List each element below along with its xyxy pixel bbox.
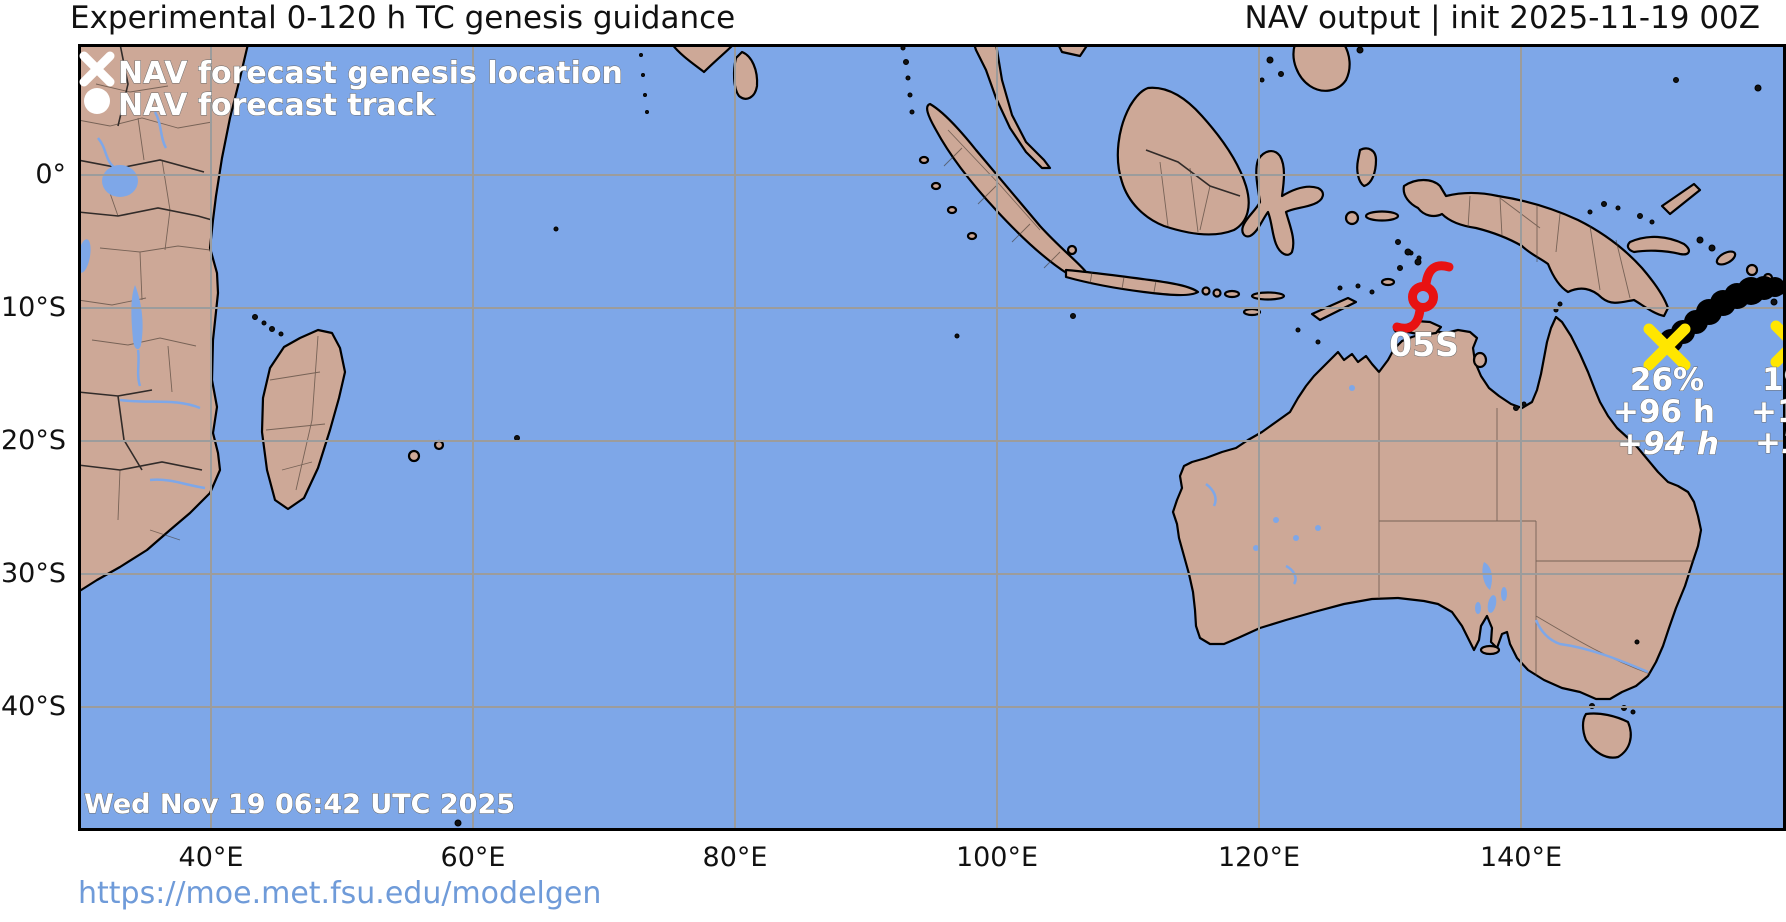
indian-ocean-islands <box>252 53 1076 827</box>
sulawesi-land <box>1241 150 1324 256</box>
borneo-land <box>1116 86 1250 236</box>
lat-tick-40s: 40°S <box>1 691 66 722</box>
storm-id-label: 05S <box>1389 325 1459 364</box>
mindanao-land <box>1292 44 1351 92</box>
lake-eyre <box>1482 562 1492 590</box>
lat-tick-20s: 20°S <box>1 425 66 456</box>
lat-tick-0: 0° <box>35 159 66 190</box>
legend-genesis-label: NAV forecast genesis location <box>118 56 623 91</box>
reunion-island <box>407 449 421 463</box>
australia-land <box>1171 315 1703 701</box>
christmas-island <box>1070 313 1076 319</box>
rodrigues-island <box>514 435 520 441</box>
legend-genesis-x-icon <box>79 51 115 87</box>
kangaroo-island <box>1479 644 1501 656</box>
map-border <box>78 44 1786 831</box>
bougainville-land <box>1715 250 1737 266</box>
genesis-x-marker <box>1643 323 1691 371</box>
genesis-x-marker-edge <box>1770 320 1786 368</box>
landmasses <box>78 44 1786 827</box>
graticule-lines <box>78 44 1786 831</box>
lon-tick-120e: 120°E <box>1217 842 1301 873</box>
andaman-islands <box>900 45 915 115</box>
groote-eylandt <box>1472 351 1488 369</box>
model-init-title: NAV output | init 2025-11-19 00Z <box>1244 0 1760 36</box>
edge-genesis-hour-fragment: +1 <box>1755 425 1786 461</box>
lon-tick-140e: 140°E <box>1479 842 1563 873</box>
source-url-link[interactable]: https://moe.met.fsu.edu/modelgen <box>78 876 602 911</box>
malay-peninsula-land <box>972 44 1052 170</box>
lat-tick-30s: 30°S <box>1 558 66 589</box>
new-ireland-land <box>1660 182 1702 216</box>
tasmania-land <box>1581 712 1632 759</box>
lon-tick-80e: 80°E <box>702 842 768 873</box>
edge-probability-fragment: 19 <box>1762 362 1786 398</box>
legend-track-dot-icon <box>84 88 110 114</box>
tropical-cyclone-icon <box>1392 261 1454 333</box>
java-land <box>1064 268 1200 297</box>
genesis-hour-label: +94 h <box>1617 426 1719 462</box>
cocos-island <box>954 333 960 339</box>
legend-track-label: NAV forecast track <box>118 88 436 123</box>
buru-land <box>1344 210 1360 226</box>
lake-malawi <box>131 285 143 350</box>
new-britain-land <box>1626 235 1690 256</box>
map-timestamp: Wed Nov 19 06:42 UTC 2025 <box>84 789 515 820</box>
mauritius-island <box>433 439 445 451</box>
india-land <box>670 44 736 74</box>
edge-valid-hour-fragment: +1 <box>1751 394 1786 430</box>
seram-land <box>1364 210 1400 222</box>
genesis-valid-hour-label: +96 h <box>1613 394 1715 430</box>
lon-tick-60e: 60°E <box>440 842 506 873</box>
lat-tick-10s: 10°S <box>1 292 66 323</box>
page-title: Experimental 0-120 h TC genesis guidance <box>70 0 736 36</box>
lake-victoria <box>102 165 138 197</box>
madagascar-land <box>260 328 347 511</box>
lon-tick-100e: 100°E <box>955 842 1039 873</box>
map-legend: NAV forecast genesis location NAV foreca… <box>79 51 623 124</box>
new-guinea-land <box>1402 178 1670 318</box>
lon-tick-40e: 40°E <box>178 842 244 873</box>
forecast-map: NAV forecast genesis location NAV foreca… <box>78 44 1786 831</box>
genesis-probability-label: 26% <box>1630 362 1704 398</box>
